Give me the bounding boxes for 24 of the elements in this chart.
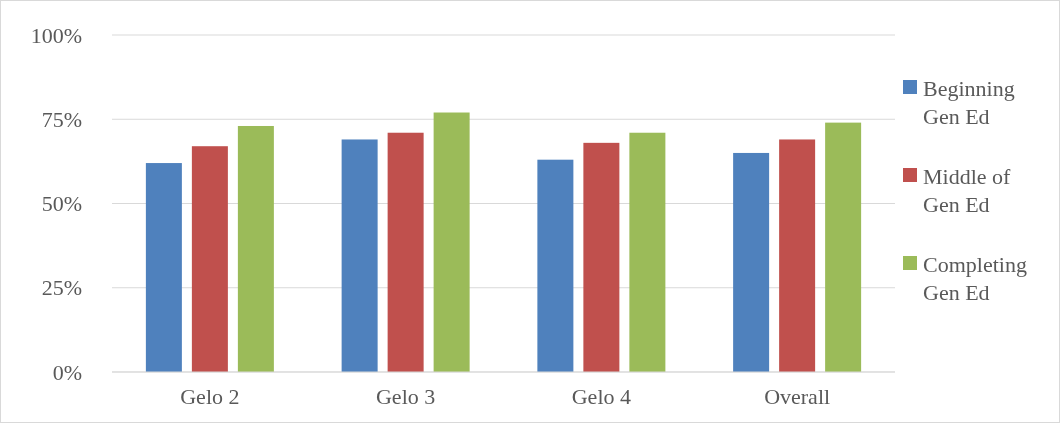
bar: [341, 139, 378, 372]
bar: [191, 146, 228, 372]
y-tick-label: 0%: [52, 359, 82, 385]
bar: [629, 132, 666, 372]
bar: [145, 163, 182, 372]
x-tick-label: Gelo 3: [375, 384, 436, 409]
bar: [387, 132, 424, 372]
x-tick-label: Overall: [764, 384, 831, 409]
y-tick-label: 25%: [41, 275, 82, 301]
bar: [237, 125, 274, 372]
y-tick-label: 100%: [30, 22, 82, 48]
bar: [733, 152, 770, 372]
bar: [779, 139, 816, 372]
y-tick-label: 50%: [41, 191, 82, 217]
x-tick-label: Gelo 4: [571, 384, 632, 409]
bar: [583, 142, 620, 372]
y-tick-label: 75%: [41, 106, 82, 132]
legend-label: Completing Gen Ed: [923, 251, 1027, 306]
legend-label: Beginning Gen Ed: [923, 75, 1015, 130]
legend-label: Middle of Gen Ed: [923, 163, 1012, 218]
bar: [825, 122, 862, 372]
bar: [537, 159, 574, 372]
bar: [433, 112, 470, 372]
x-tick-label: Gelo 2: [180, 384, 240, 409]
